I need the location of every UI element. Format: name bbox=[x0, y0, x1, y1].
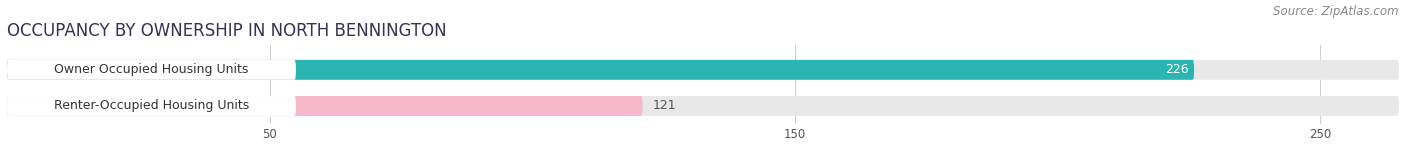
FancyBboxPatch shape bbox=[7, 60, 1194, 80]
Text: OCCUPANCY BY OWNERSHIP IN NORTH BENNINGTON: OCCUPANCY BY OWNERSHIP IN NORTH BENNINGT… bbox=[7, 22, 447, 40]
Text: Source: ZipAtlas.com: Source: ZipAtlas.com bbox=[1274, 5, 1399, 18]
FancyBboxPatch shape bbox=[7, 96, 295, 116]
FancyBboxPatch shape bbox=[7, 96, 643, 116]
Text: Owner Occupied Housing Units: Owner Occupied Housing Units bbox=[55, 63, 249, 76]
FancyBboxPatch shape bbox=[7, 96, 1399, 116]
Text: Renter-Occupied Housing Units: Renter-Occupied Housing Units bbox=[53, 99, 249, 112]
Text: 226: 226 bbox=[1166, 63, 1189, 76]
Text: 121: 121 bbox=[654, 99, 676, 112]
FancyBboxPatch shape bbox=[7, 60, 295, 80]
FancyBboxPatch shape bbox=[7, 60, 1399, 80]
